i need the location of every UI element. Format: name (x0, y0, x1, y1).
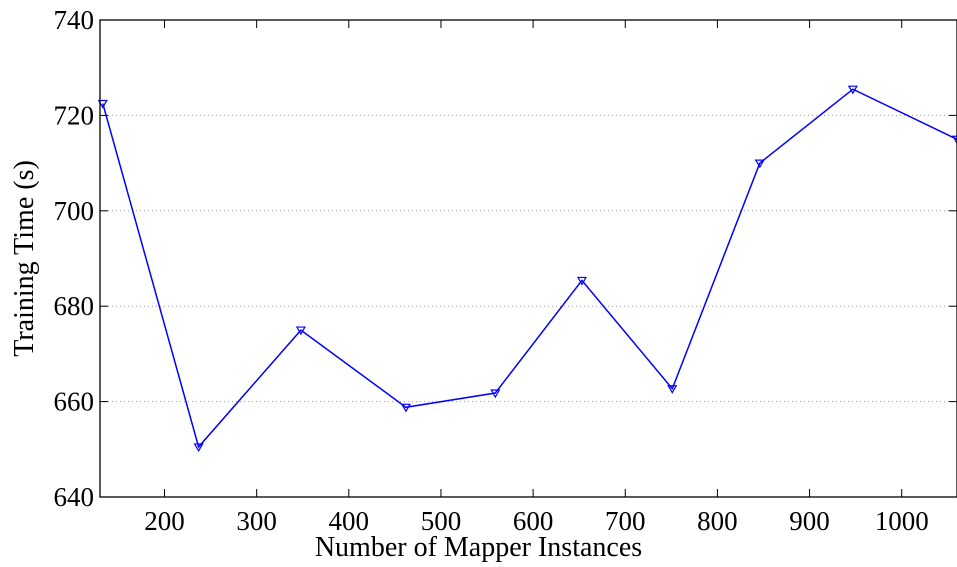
y-tick-label: 660 (54, 387, 95, 417)
y-axis: 640 660 680 700 720 740 (54, 5, 957, 512)
y-tick-label: 720 (54, 100, 95, 130)
y-tick-label: 740 (54, 5, 95, 35)
plot-frame (100, 20, 957, 497)
grid (100, 115, 957, 401)
series-line (103, 89, 957, 447)
y-tick-label: 700 (54, 196, 95, 226)
x-tick-label: 200 (144, 506, 185, 536)
x-tick-label: 800 (697, 506, 738, 536)
x-tick-label: 1000 (875, 506, 929, 536)
y-axis-title: Training Time (s) (9, 160, 40, 357)
y-tick-label: 680 (54, 291, 95, 321)
x-axis-title: Number of Mapper Instances (315, 532, 642, 562)
x-tick-label: 300 (236, 506, 277, 536)
series-group (99, 86, 957, 451)
y-tick-label: 640 (54, 482, 95, 512)
x-tick-label: 900 (789, 506, 830, 536)
